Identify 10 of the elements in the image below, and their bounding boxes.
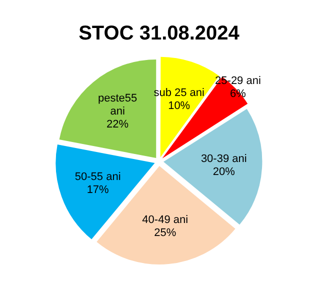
slice-label: peste55 ani (98, 92, 138, 118)
data-label: 25% (154, 226, 176, 239)
data-label: 20% (212, 166, 236, 178)
data-label: 10% (168, 100, 190, 112)
slice-label: 30-39 ani (200, 153, 247, 166)
chart-title: STOC 31.08.2024 (78, 22, 240, 45)
slice-label: 50-55 ani (74, 171, 121, 184)
slice-label: 40-49 ani (142, 214, 188, 226)
data-label: 17% (86, 184, 110, 196)
data-label: 22% (106, 118, 129, 130)
